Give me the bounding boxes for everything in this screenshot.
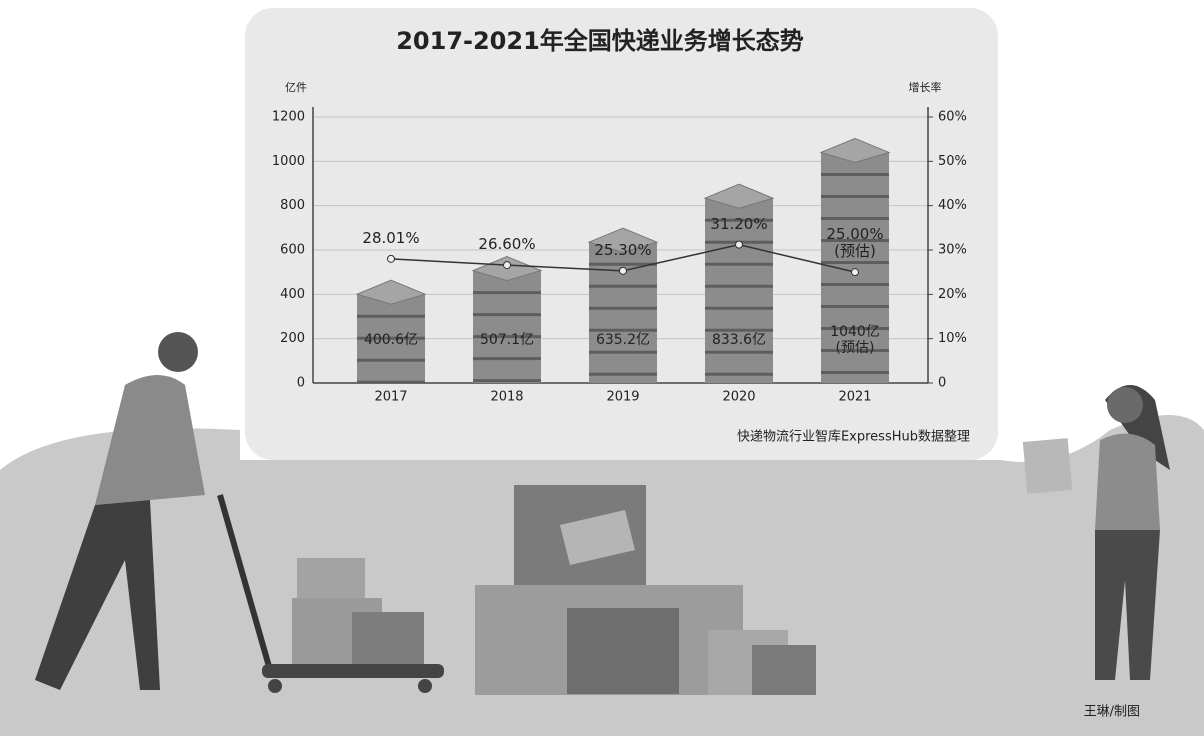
source-note: 快递物流行业智库ExpressHub数据整理	[737, 429, 970, 445]
chart-title: 2017-2021年全国快递业务增长态势	[396, 27, 804, 55]
y-tick-label: 200	[280, 331, 305, 346]
bar	[473, 270, 541, 383]
y-tick-label: 1200	[272, 110, 305, 125]
bar-value-label: 507.1亿	[479, 332, 535, 348]
line-value-label: 26.60%	[478, 235, 536, 254]
line-value-label: 28.01%	[362, 228, 420, 247]
line-point	[735, 240, 743, 249]
x-tick-label: 2019	[606, 390, 639, 405]
y2-tick-label: 10%	[938, 331, 967, 346]
bar	[821, 152, 889, 383]
x-tick-label: 2018	[490, 390, 523, 405]
line-point	[619, 266, 627, 275]
y2-tick-label: 40%	[938, 198, 967, 213]
illustration-boxes	[475, 485, 816, 695]
y-axis-label: 亿件	[285, 81, 307, 94]
illustration-woman	[1022, 385, 1170, 680]
line-point	[503, 261, 511, 270]
line-point	[851, 268, 859, 277]
y-tick-label: 0	[297, 376, 305, 391]
line-value-label: 25.30%	[594, 240, 652, 259]
box-lid	[355, 279, 427, 305]
y-tick-label: 1000	[272, 154, 305, 169]
y-tick-label: 600	[280, 243, 305, 258]
illustration-man	[35, 332, 444, 693]
line-value-label: 31.20%	[710, 214, 768, 233]
bar-value-label: 833.6亿	[711, 332, 767, 348]
y2-tick-label: 60%	[938, 110, 967, 125]
box-lid	[703, 183, 775, 209]
y2-tick-label: 30%	[938, 243, 967, 258]
box-lid	[819, 137, 891, 163]
credit: 王琳/制图	[1084, 705, 1140, 720]
bar-value-label: 1040亿 (预估)	[830, 324, 880, 356]
x-tick-label: 2021	[838, 390, 871, 405]
y2-axis-label: 增长率	[909, 80, 942, 94]
bar-value-label: 400.6亿	[363, 332, 419, 348]
y2-tick-label: 20%	[938, 287, 967, 302]
x-tick-label: 2020	[722, 390, 755, 405]
line-point	[387, 254, 395, 263]
line-value-label: 25.00% (预估)	[826, 225, 884, 261]
y2-tick-label: 0	[938, 376, 946, 391]
x-tick-label: 2017	[374, 390, 407, 405]
bar-value-label: 635.2亿	[595, 332, 651, 348]
y-tick-label: 800	[280, 198, 305, 213]
box-lid	[587, 227, 659, 253]
y2-tick-label: 50%	[938, 154, 967, 169]
y-tick-label: 400	[280, 287, 305, 302]
